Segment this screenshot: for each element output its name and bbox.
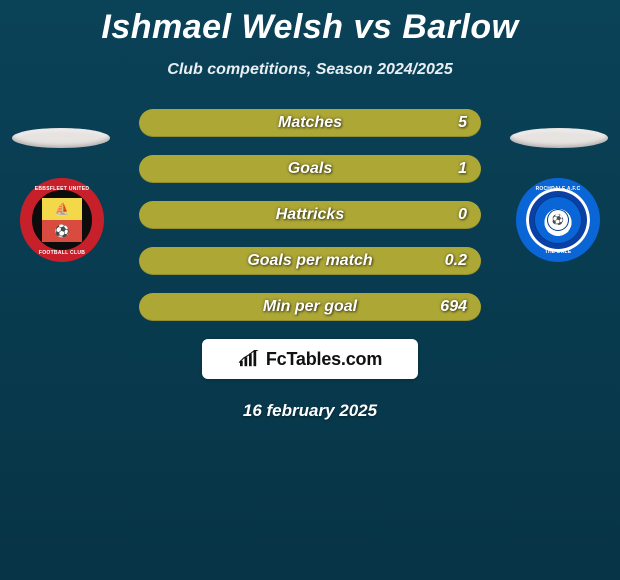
photo-placeholder-right (510, 128, 608, 148)
ship-icon: ⛵ (55, 202, 70, 216)
crest-ring-text-top: EBBSFLEET UNITED (35, 186, 90, 192)
page-subtitle: Club competitions, Season 2024/2025 (0, 61, 620, 79)
stats-list: Matches 5 Goals 1 Hattricks 0 Goals per … (139, 109, 481, 321)
club-crest-right: ROCHDALE A.F.C THE DALE ⚽ (516, 178, 600, 262)
comparison-date: 16 february 2025 (0, 401, 620, 421)
stat-value: 0 (458, 201, 467, 229)
football-icon: ⚽ (548, 210, 568, 230)
stat-label: Goals per match (139, 247, 481, 275)
stat-value: 1 (458, 155, 467, 183)
crest-shield: ⛵ ⚽ (42, 198, 82, 242)
stat-label: Min per goal (139, 293, 481, 321)
page-title: Ishmael Welsh vs Barlow (0, 8, 620, 47)
comparison-card: Ishmael Welsh vs Barlow Club competition… (0, 0, 620, 580)
brand-link[interactable]: FcTables.com (202, 339, 418, 379)
bar-chart-icon (238, 350, 260, 368)
stat-row: Goals 1 (139, 155, 481, 183)
brand-name: FcTables.com (266, 349, 382, 370)
stat-row: Min per goal 694 (139, 293, 481, 321)
stat-label: Goals (139, 155, 481, 183)
stat-row: Goals per match 0.2 (139, 247, 481, 275)
stat-label: Matches (139, 109, 481, 137)
stat-value: 5 (458, 109, 467, 137)
crest-shield-bottom: ⚽ (42, 220, 82, 242)
photo-placeholder-left (12, 128, 110, 148)
stat-label: Hattricks (139, 201, 481, 229)
crest-ring-text-bottom: THE DALE (545, 249, 572, 255)
stat-value: 694 (440, 293, 467, 321)
crest-shield-top: ⛵ (42, 198, 82, 220)
crest-ring-text-bottom: FOOTBALL CLUB (39, 250, 85, 256)
stat-row: Hattricks 0 (139, 201, 481, 229)
stat-row: Matches 5 (139, 109, 481, 137)
crest-ring-text-top: ROCHDALE A.F.C (536, 186, 581, 192)
ball-icon: ⚽ (55, 224, 70, 238)
club-crest-left: EBBSFLEET UNITED FOOTBALL CLUB ⛵ ⚽ (20, 178, 104, 262)
stat-value: 0.2 (445, 247, 467, 275)
crest-inner: ⚽ (534, 196, 582, 244)
